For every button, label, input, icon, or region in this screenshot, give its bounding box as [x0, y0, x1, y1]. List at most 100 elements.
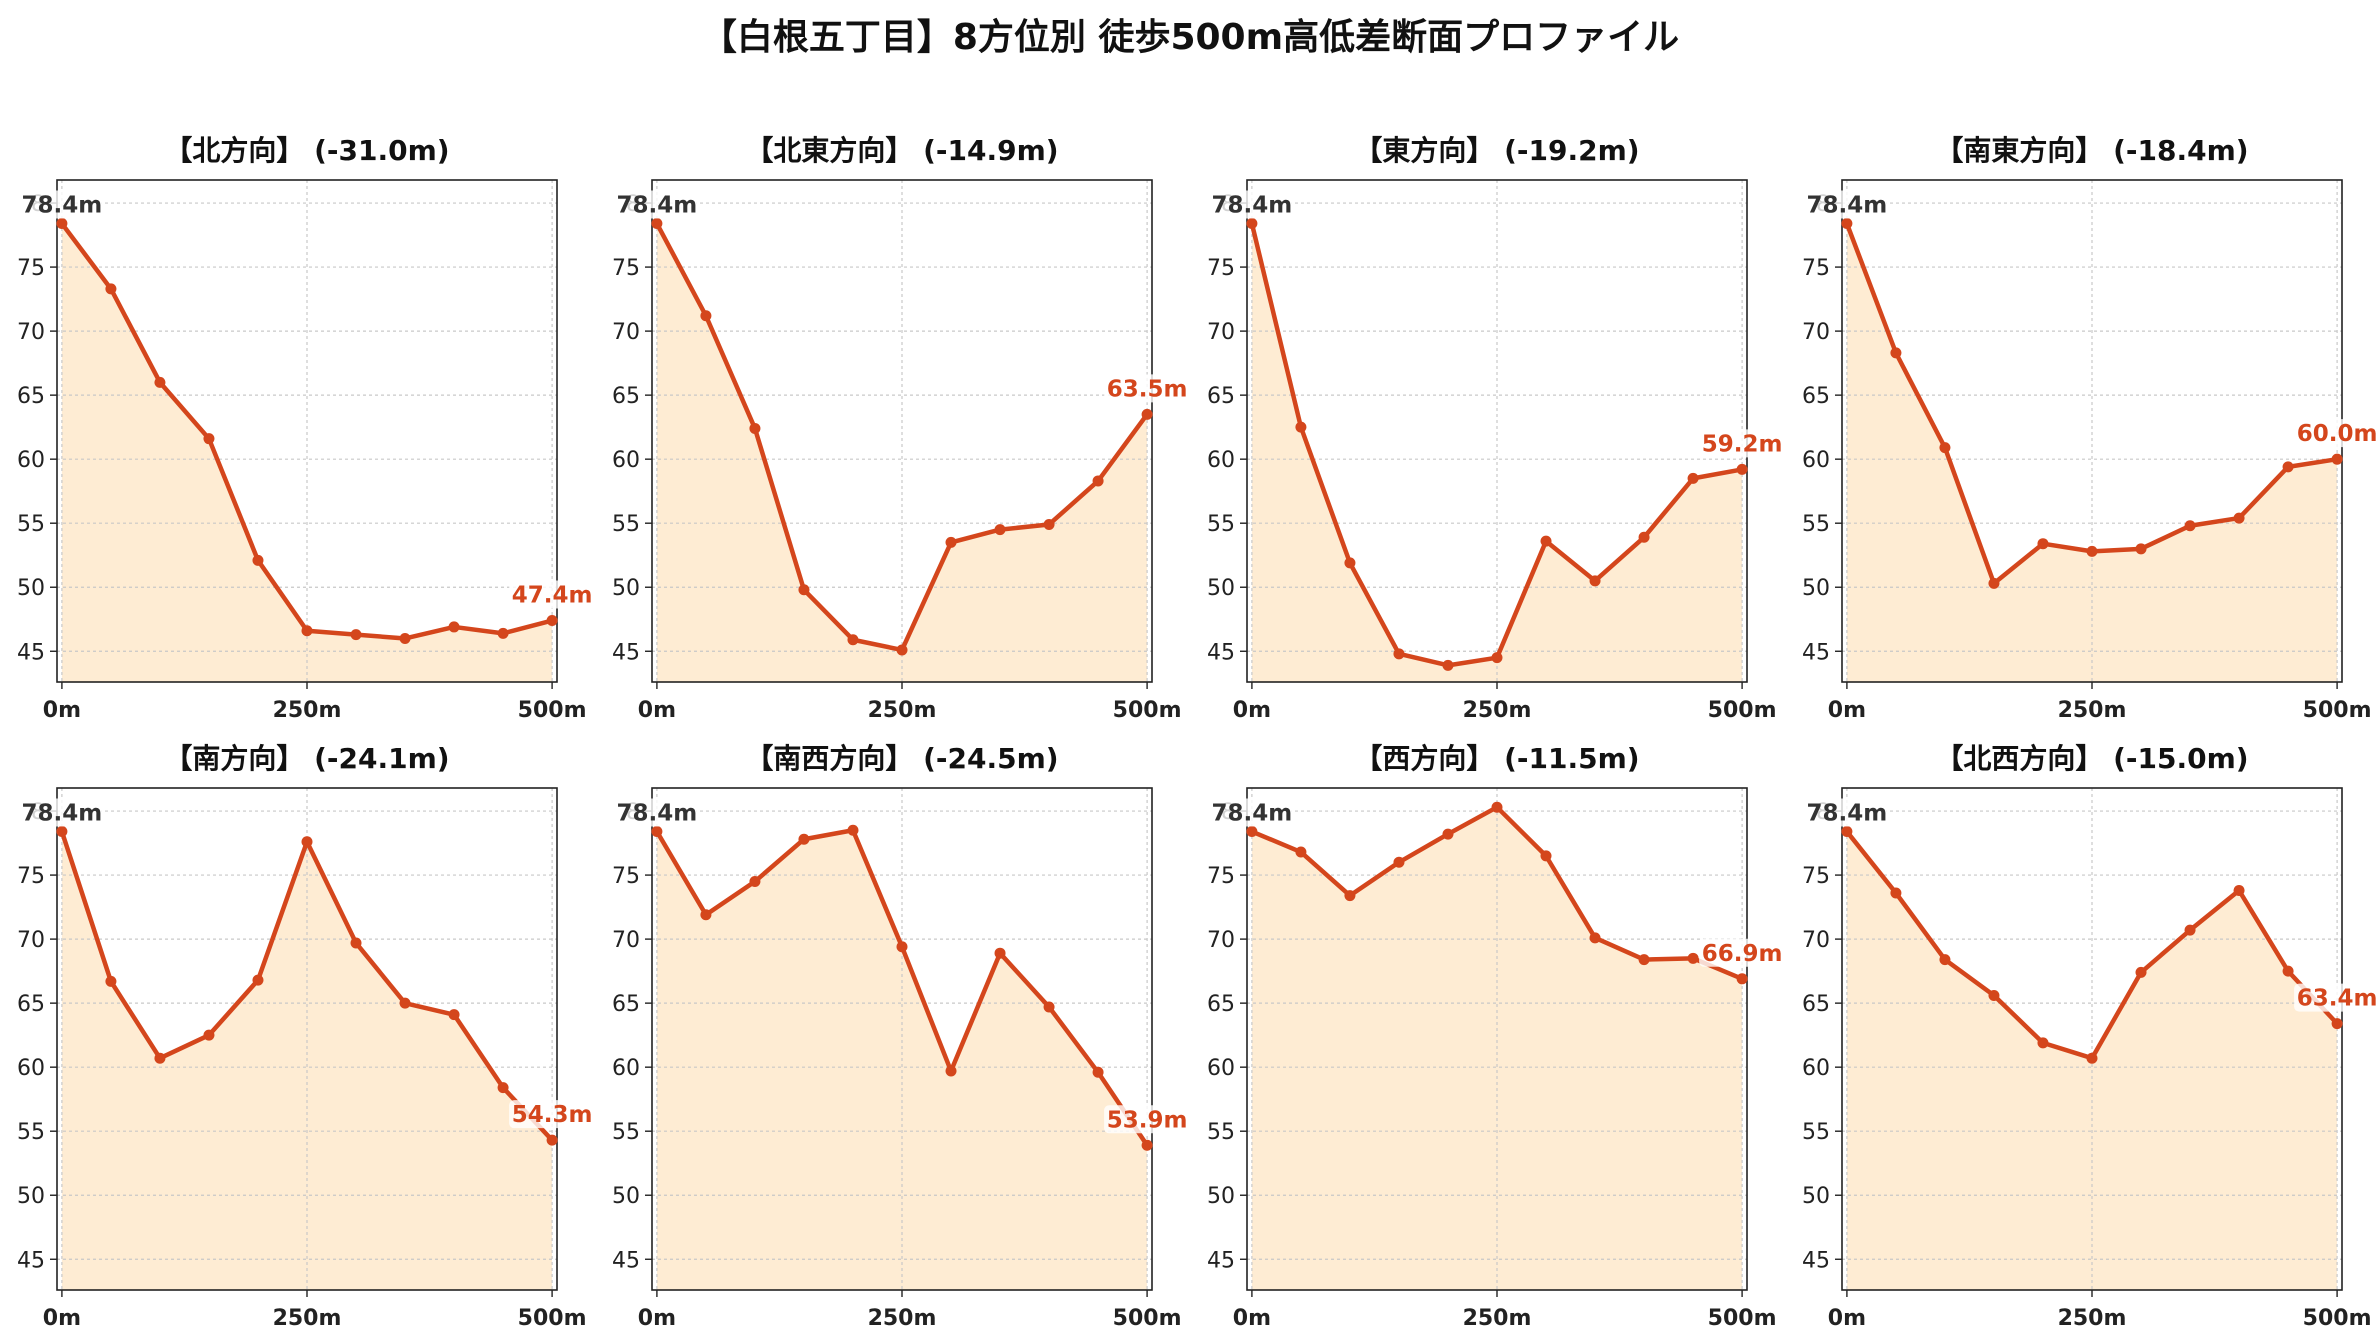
elevation-point	[546, 1134, 558, 1146]
y-tick-label: 55	[612, 1120, 640, 1145]
elevation-point	[203, 433, 215, 445]
y-tick-label: 60	[1802, 448, 1830, 473]
y-tick-label: 70	[612, 928, 640, 953]
elevation-fill-area	[656, 223, 1148, 682]
elevation-point	[1344, 557, 1356, 569]
end-label-bg	[2294, 983, 2380, 1012]
elevation-point	[2135, 543, 2147, 555]
y-tick-label: 55	[1802, 512, 1830, 537]
elevation-point	[651, 826, 663, 838]
elevation-point	[1939, 954, 1951, 966]
y-tick-label: 45	[612, 1248, 640, 1273]
elevation-point	[1890, 887, 1902, 899]
start-elevation-label: 78.4m	[1807, 193, 1888, 219]
elevation-point	[2037, 1037, 2049, 1049]
x-tick-label: 500m	[518, 698, 587, 723]
elevation-point	[497, 1082, 509, 1094]
y-tick-label: 70	[17, 928, 45, 953]
elevation-point	[1589, 932, 1601, 944]
subplot-3: 【東方向】 (-19.2m)4550556065707580m250m500m7…	[1207, 134, 1786, 723]
elevation-point	[1736, 463, 1748, 475]
y-tick-label: 50	[1802, 576, 1830, 601]
x-tick-label: 500m	[1708, 1306, 1777, 1331]
elevation-point	[896, 941, 908, 953]
x-tick-label: 500m	[1113, 698, 1182, 723]
elevation-point	[1988, 577, 2000, 589]
elevation-point	[945, 536, 957, 548]
x-tick-label: 250m	[2058, 1306, 2127, 1331]
elevation-point	[2233, 512, 2245, 524]
elevation-point	[2331, 453, 2343, 465]
elevation-point	[1841, 826, 1853, 838]
y-tick-label: 45	[1802, 1248, 1830, 1273]
x-tick-label: 0m	[1828, 698, 1866, 723]
elevation-point	[546, 615, 558, 627]
y-tick-label: 55	[612, 512, 640, 537]
elevation-point	[1092, 1066, 1104, 1078]
start-elevation-label: 78.4m	[1212, 193, 1293, 219]
elevation-point	[56, 218, 68, 230]
y-tick-label: 50	[17, 576, 45, 601]
elevation-point	[1988, 989, 2000, 1001]
subplot-title: 【西方向】 (-11.5m)	[1354, 742, 1639, 775]
elevation-point	[1141, 408, 1153, 420]
x-tick-label: 250m	[2058, 698, 2127, 723]
elevation-fill-area	[61, 223, 553, 682]
y-tick-label: 55	[1207, 512, 1235, 537]
subplot-6: 【南西方向】 (-24.5m)4550556065707580m250m500m…	[612, 742, 1191, 1331]
elevation-point	[1687, 952, 1699, 964]
y-tick-label: 75	[1802, 256, 1830, 281]
y-tick-label: 65	[17, 384, 45, 409]
subplot-title: 【北西方向】 (-15.0m)	[1935, 742, 2248, 775]
elevation-point	[945, 1065, 957, 1077]
elevation-fill-area	[1251, 223, 1743, 682]
subplot-title: 【南東方向】 (-18.4m)	[1935, 134, 2248, 167]
end-elevation-label: 53.9m	[1107, 1107, 1188, 1133]
elevation-point	[1344, 890, 1356, 902]
elevation-point	[700, 310, 712, 322]
elevation-point	[301, 625, 313, 637]
elevation-point	[1295, 846, 1307, 858]
start-elevation-label: 78.4m	[22, 193, 103, 219]
elevation-point	[399, 632, 411, 644]
y-tick-label: 70	[1802, 928, 1830, 953]
elevation-point	[651, 218, 663, 230]
end-elevation-label: 63.4m	[2297, 986, 2378, 1012]
y-tick-label: 70	[17, 320, 45, 345]
x-tick-label: 500m	[2303, 1306, 2372, 1331]
elevation-point	[1890, 347, 1902, 359]
elevation-point	[154, 1052, 166, 1064]
x-tick-label: 0m	[638, 698, 676, 723]
y-tick-label: 50	[612, 576, 640, 601]
end-elevation-label: 63.5m	[1107, 376, 1188, 402]
elevation-point	[1092, 475, 1104, 487]
x-tick-label: 0m	[43, 698, 81, 723]
elevation-point	[798, 833, 810, 845]
subplot-4: 【南東方向】 (-18.4m)4550556065707580m250m500m…	[1802, 134, 2380, 723]
elevation-point	[2135, 966, 2147, 978]
x-tick-label: 500m	[1708, 698, 1777, 723]
elevation-point	[448, 621, 460, 633]
end-elevation-label: 60.0m	[2297, 421, 2378, 447]
x-tick-label: 250m	[1463, 698, 1532, 723]
elevation-point	[1442, 828, 1454, 840]
elevation-point	[1736, 973, 1748, 985]
y-tick-label: 65	[612, 384, 640, 409]
y-tick-label: 65	[17, 992, 45, 1017]
y-tick-label: 50	[612, 1184, 640, 1209]
elevation-point	[749, 422, 761, 434]
elevation-point	[2184, 924, 2196, 936]
elevation-point	[1246, 826, 1258, 838]
y-tick-label: 45	[17, 1248, 45, 1273]
y-tick-label: 60	[17, 448, 45, 473]
elevation-point	[1491, 652, 1503, 664]
elevation-point	[1540, 850, 1552, 862]
elevation-point	[203, 1029, 215, 1041]
elevation-point	[1141, 1139, 1153, 1151]
y-tick-label: 65	[1802, 992, 1830, 1017]
elevation-point	[847, 634, 859, 646]
y-tick-label: 45	[1207, 1248, 1235, 1273]
y-tick-label: 60	[612, 448, 640, 473]
elevation-point	[798, 584, 810, 596]
